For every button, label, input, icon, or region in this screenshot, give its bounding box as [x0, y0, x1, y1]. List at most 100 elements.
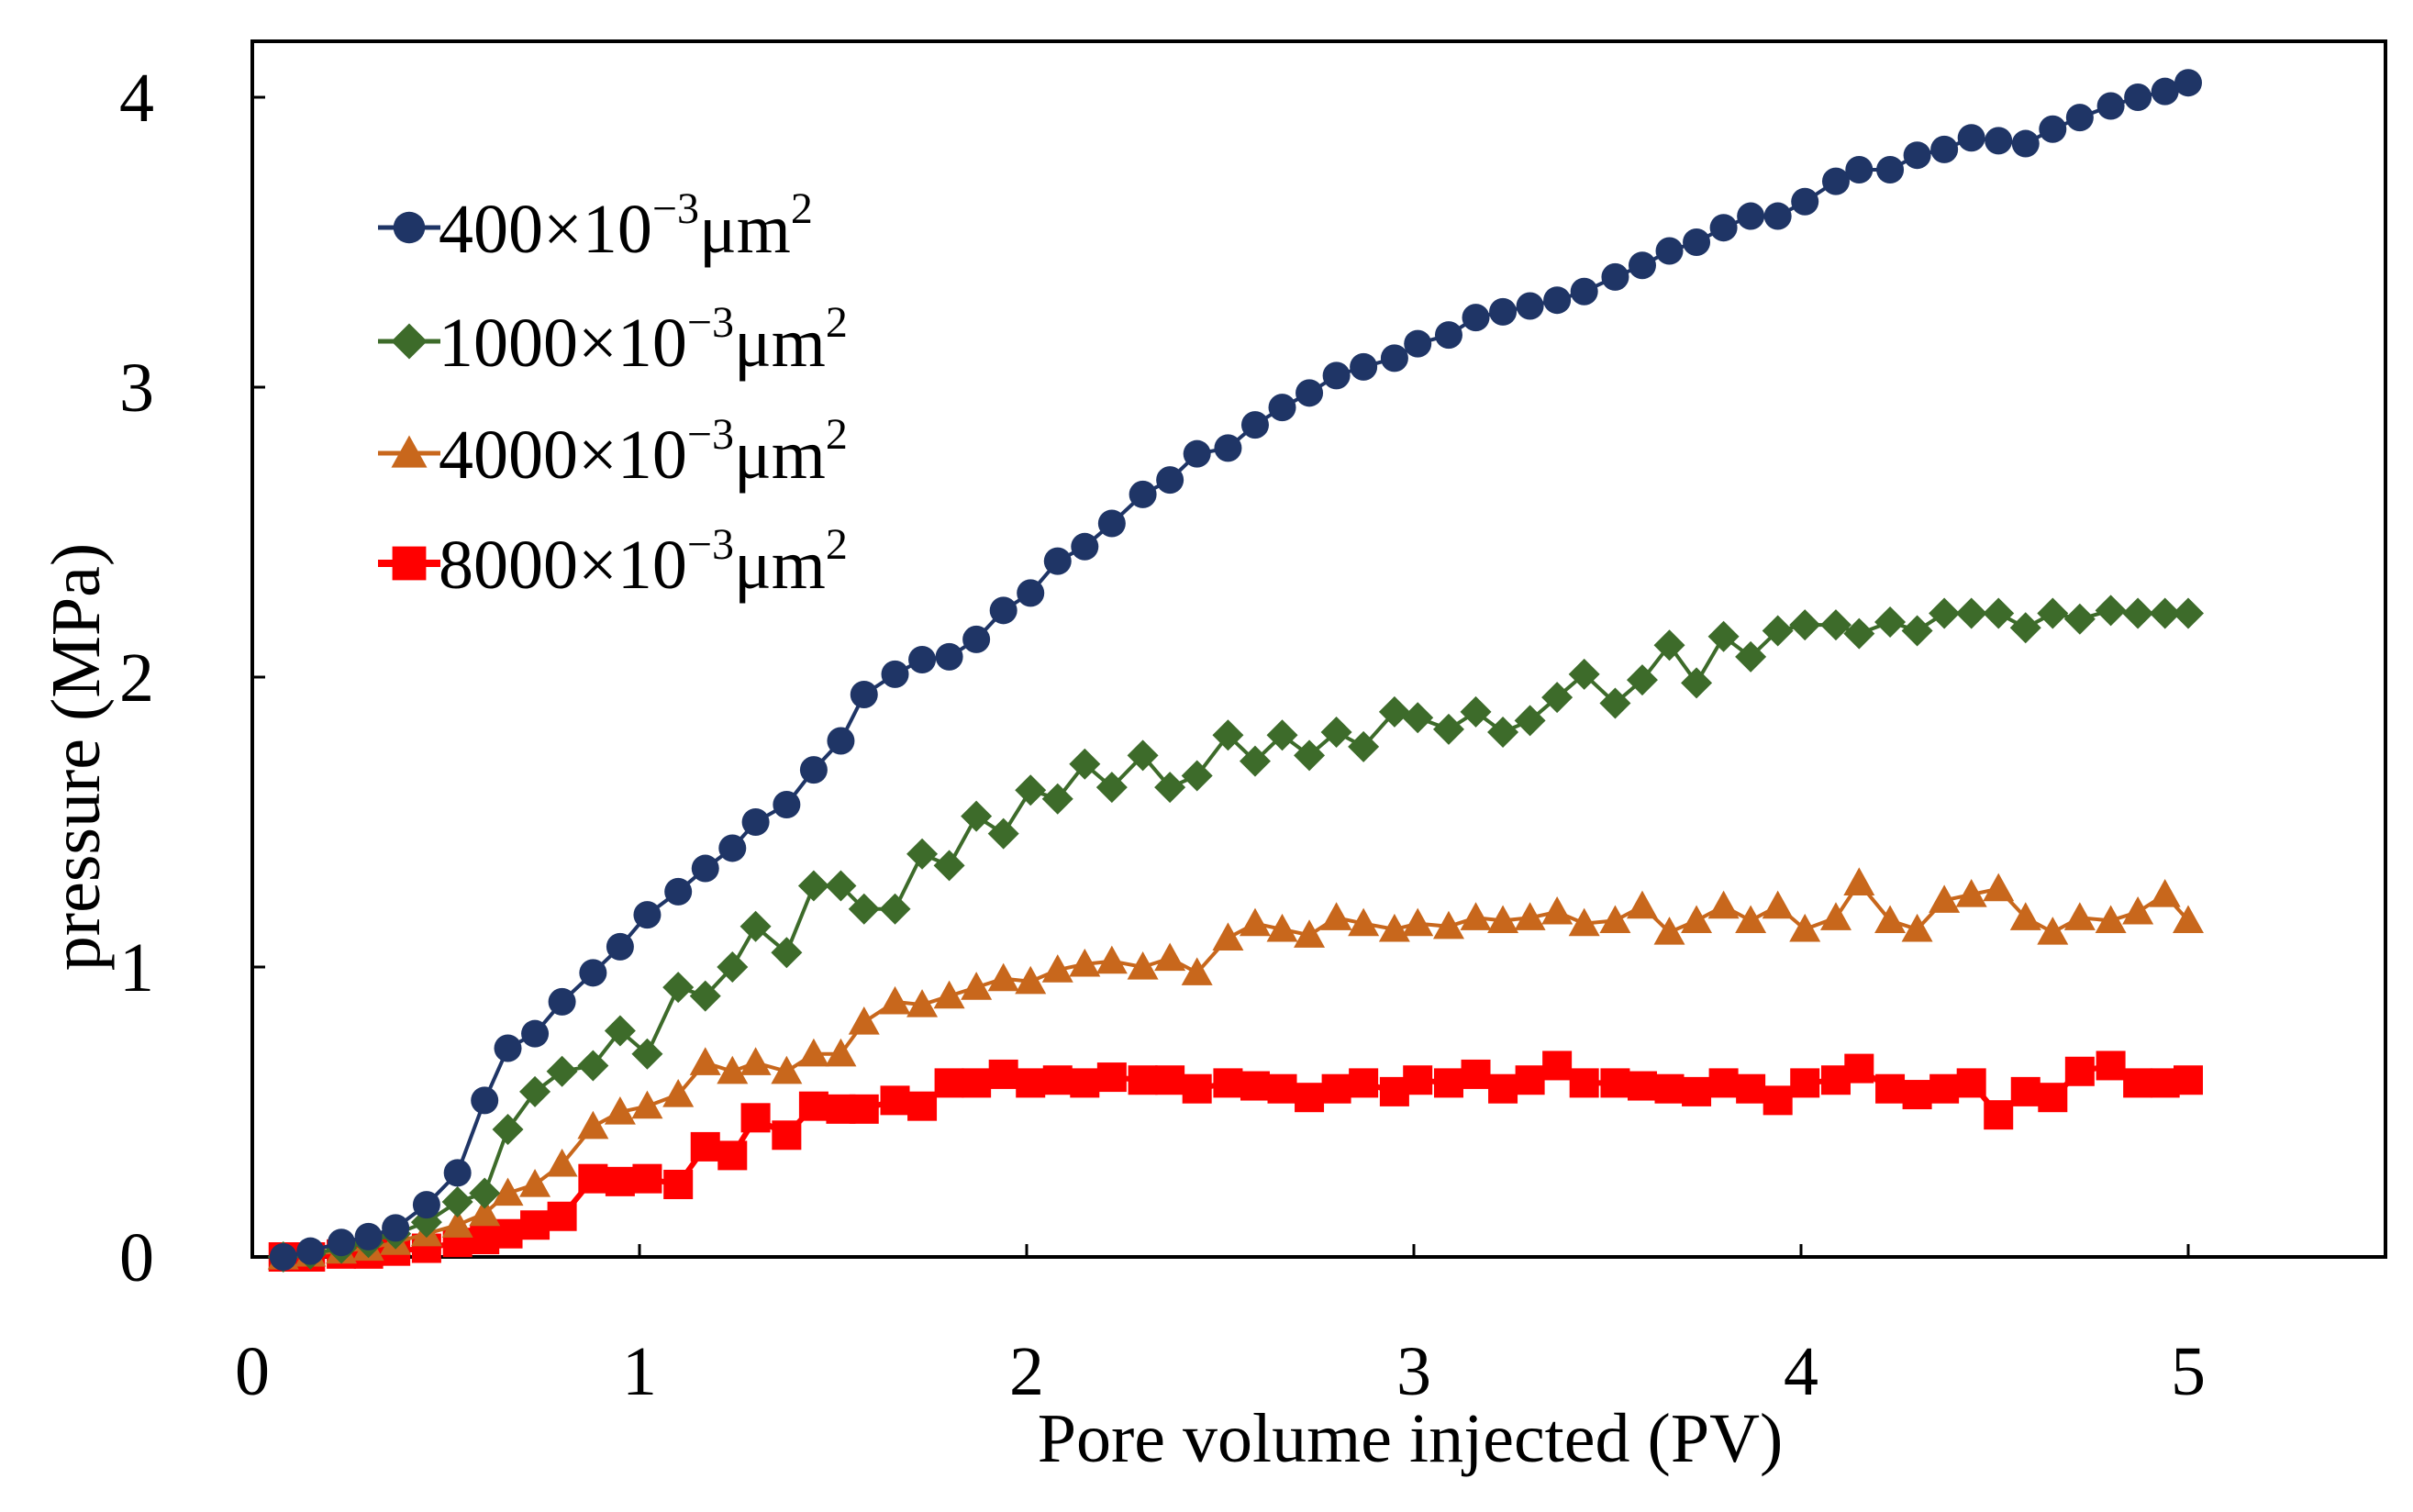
data-point: [1627, 1071, 1657, 1101]
data-point: [1212, 922, 1244, 951]
data-point: [1487, 905, 1519, 934]
data-point: [962, 1068, 992, 1098]
legend-marker: [393, 211, 426, 244]
data-point: [1182, 1073, 1212, 1104]
y-tick-label: 2: [119, 639, 154, 717]
data-point: [1929, 1073, 1960, 1104]
data-point: [1320, 902, 1352, 930]
data-point: [1181, 760, 1213, 792]
data-point: [2010, 1076, 2040, 1106]
data-point: [906, 838, 939, 870]
legend-label-part: μm: [699, 191, 791, 268]
data-point: [879, 893, 911, 925]
legend-label-part: 2: [826, 298, 848, 347]
data-point: [1876, 156, 1905, 183]
data-point: [1488, 1073, 1518, 1104]
data-point: [632, 1163, 662, 1194]
data-point: [1294, 739, 1326, 772]
legend-label-part: μm: [734, 417, 826, 494]
data-point: [1015, 774, 1047, 806]
legend-label-part: 2: [826, 410, 848, 459]
data-point: [1762, 890, 1794, 919]
data-point: [1984, 1100, 2014, 1130]
data-point: [717, 1140, 748, 1171]
data-point: [1681, 667, 1713, 699]
data-point: [879, 985, 911, 1015]
data-point: [1514, 902, 1546, 930]
data-point: [2151, 77, 2179, 106]
data-point: [1543, 286, 1572, 315]
data-point: [605, 1166, 635, 1196]
data-point: [578, 1163, 608, 1194]
data-point: [494, 1034, 522, 1062]
data-point: [441, 1185, 473, 1217]
data-point: [848, 893, 880, 925]
legend-item: 400×10−3μm2: [378, 184, 813, 268]
data-point: [989, 596, 1017, 625]
data-point: [1043, 547, 1072, 575]
legend-label-part: μm: [734, 305, 826, 382]
series-line: [283, 81, 2189, 1259]
data-point: [2122, 597, 2154, 629]
data-point: [1570, 277, 1598, 306]
data-point: [933, 980, 965, 1009]
data-point: [328, 1228, 356, 1257]
data-point: [520, 1210, 550, 1240]
data-point: [1095, 772, 1128, 804]
data-point: [1069, 748, 1101, 780]
data-point: [1901, 913, 1933, 942]
data-point: [1737, 202, 1765, 230]
data-point: [1901, 615, 1933, 647]
data-point: [2065, 104, 2094, 132]
data-point: [1402, 702, 1434, 734]
data-point: [1542, 1051, 1573, 1081]
data-point: [1320, 717, 1352, 749]
data-point: [798, 1091, 828, 1121]
data-point: [469, 1177, 501, 1209]
data-point: [1181, 957, 1213, 985]
data-point: [2038, 1083, 2068, 1113]
data-point: [548, 987, 576, 1016]
x-tick-label: 0: [235, 1333, 270, 1410]
data-point: [1378, 913, 1410, 942]
data-point: [2037, 597, 2069, 629]
data-point: [1403, 1065, 1433, 1095]
series-line: [283, 880, 2190, 1259]
data-point: [1127, 951, 1159, 980]
data-point: [772, 1120, 802, 1151]
legend-item: 1000×10−3μm2: [378, 298, 848, 382]
data-point: [1266, 913, 1298, 942]
data-point: [382, 1214, 410, 1242]
data-point: [962, 625, 991, 653]
data-point: [849, 1094, 879, 1124]
data-point: [633, 901, 662, 929]
data-point: [1568, 658, 1600, 690]
data-point: [2123, 1068, 2153, 1098]
data-point: [1789, 913, 1821, 942]
data-point: [933, 850, 965, 882]
data-point: [1042, 1065, 1073, 1095]
legend-label-part: 2: [791, 184, 813, 233]
data-point: [1821, 167, 1850, 195]
legend-label: 8000×10−3μm2: [439, 520, 848, 604]
series-circle: [269, 69, 2202, 1271]
data-point: [1791, 187, 1819, 216]
data-point: [1432, 713, 1464, 745]
data-point: [881, 660, 909, 688]
data-point: [1239, 745, 1271, 777]
data-point: [1096, 1062, 1127, 1093]
data-point: [1599, 687, 1631, 719]
legend-label-part: −3: [687, 298, 734, 347]
x-tick-label: 3: [1396, 1333, 1431, 1410]
data-point: [1321, 1073, 1351, 1104]
data-point: [2063, 603, 2096, 635]
legend-label-part: 10: [583, 191, 652, 268]
legend-item: 4000×10−3μm2: [378, 410, 848, 494]
data-point: [1295, 379, 1324, 407]
data-point: [1541, 895, 1573, 925]
data-point: [1708, 1068, 1739, 1098]
legend-label-part: 1000: [439, 305, 578, 382]
data-point: [469, 1197, 501, 1227]
data-point: [2095, 595, 2127, 627]
